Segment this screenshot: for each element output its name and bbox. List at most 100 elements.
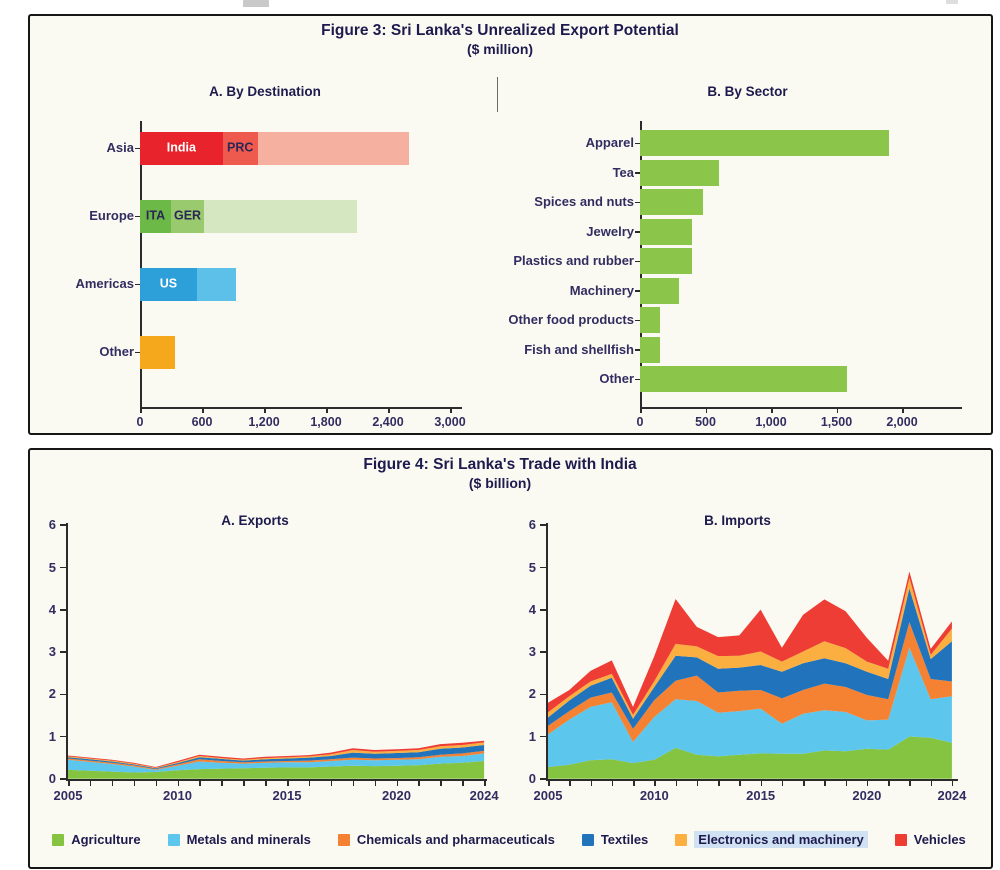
fig4a-x-tick bbox=[89, 780, 92, 786]
fig3b-x-tick bbox=[902, 408, 904, 413]
fig3a-category-label: Europe bbox=[89, 208, 134, 223]
fig4a-x-tick bbox=[352, 780, 355, 786]
bar-segment-rest-of-europe bbox=[204, 199, 357, 233]
fig3a-category-label: Americas bbox=[75, 276, 134, 291]
fig4b-x-tick bbox=[760, 780, 763, 786]
fig3b-cat-tick bbox=[635, 201, 640, 203]
fig4a-y-tick-label: 3 bbox=[48, 644, 56, 660]
cropped-content-fragment bbox=[946, 0, 958, 4]
bar-segment-other bbox=[140, 335, 176, 369]
fig4b-x-tick bbox=[654, 780, 656, 786]
fig4b-x-tick bbox=[866, 780, 869, 786]
fig4b-y-tick bbox=[540, 524, 546, 526]
fig3a-x-tick bbox=[140, 408, 142, 413]
cropped-content-fragment bbox=[243, 0, 269, 7]
fig3a-x-tick bbox=[202, 408, 204, 413]
fig3-panel-b-title: B. By Sector bbox=[707, 84, 788, 99]
fig4a-x-tick bbox=[265, 780, 267, 786]
fig4a-x-tick bbox=[440, 780, 442, 786]
fig3a-x-tick-label: 1,800 bbox=[310, 415, 342, 429]
legend-item-agriculture: Agriculture bbox=[52, 832, 141, 847]
sector-bar-spices-and-nuts bbox=[640, 189, 703, 215]
fig4b-x-tick bbox=[951, 780, 954, 786]
fig4a-y-tick-label: 6 bbox=[48, 517, 56, 533]
fig4b-y-tick-label: 2 bbox=[528, 686, 536, 702]
legend-item-electronics-and-machinery: Electronics and machinery bbox=[675, 831, 868, 848]
fig4a-y-tick bbox=[60, 651, 66, 653]
fig4b-x-tick bbox=[930, 780, 933, 786]
fig4b-y-tick-label: 1 bbox=[528, 728, 536, 744]
fig3b-x-tick bbox=[705, 408, 707, 413]
fig4a-x-tick bbox=[111, 780, 114, 786]
fig3b-category-label: Jewelry bbox=[586, 223, 634, 239]
fig3b-cat-tick bbox=[635, 319, 640, 321]
fig4a-y-tick-label: 5 bbox=[48, 559, 56, 575]
fig3a-category-label: Asia bbox=[106, 140, 134, 155]
bar-segment-label: India bbox=[166, 140, 196, 155]
fig4a-y-tick-label: 2 bbox=[48, 686, 56, 702]
fig4b-y-axis bbox=[546, 523, 548, 781]
fig4-legend: Agriculture Metals and minerals Chemicals … bbox=[40, 831, 978, 848]
legend-swatch-icon bbox=[167, 833, 180, 846]
fig4b-y-tick bbox=[540, 735, 546, 738]
fig3b-x-tick bbox=[640, 408, 642, 413]
fig3-panel-a-title: A. By Destination bbox=[209, 84, 321, 99]
fig3a-category-label: Other bbox=[99, 344, 134, 359]
fig4b-y-tick-label: 5 bbox=[528, 559, 536, 575]
fig4a-x-tick bbox=[418, 780, 420, 786]
area-series-textiles bbox=[68, 745, 485, 770]
fig3b-x-axis bbox=[640, 407, 962, 409]
fig4a-x-tick bbox=[177, 780, 179, 786]
fig4a-x-axis bbox=[66, 779, 487, 781]
sector-bar-other-food-products bbox=[640, 307, 660, 333]
fig3a-cat-tick bbox=[135, 147, 140, 149]
fig3b-x-tick-label: 1,000 bbox=[755, 415, 787, 429]
legend-item-metals-and-minerals: Metals and minerals bbox=[167, 832, 311, 847]
fig4-panel-a-title: A. Exports bbox=[221, 513, 289, 528]
fig4a-x-tick bbox=[199, 780, 201, 786]
fig3a-x-tick bbox=[264, 408, 266, 413]
fig4a-y-tick-label: 0 bbox=[48, 771, 56, 786]
fig3b-cat-tick bbox=[635, 349, 640, 351]
fig4a-x-tick-label: 2024 bbox=[469, 788, 499, 803]
fig4b-x-tick bbox=[803, 780, 805, 786]
bar-segment-label: ITA bbox=[145, 208, 166, 223]
fig4a-area-plot bbox=[68, 740, 485, 779]
fig4b-x-tick bbox=[824, 780, 826, 786]
fig4b-y-tick-label: 6 bbox=[528, 517, 536, 533]
fig4a-x-tick bbox=[133, 780, 136, 786]
fig3b-category-label: Tea bbox=[612, 164, 634, 180]
fig3a-x-tick-label: 600 bbox=[191, 415, 213, 429]
legend-swatch-icon bbox=[675, 833, 688, 846]
fig4b-y-tick-label: 4 bbox=[528, 601, 536, 617]
fig3a-x-axis bbox=[140, 407, 462, 409]
fig3b-category-label: Apparel bbox=[585, 135, 634, 150]
fig4b-y-tick bbox=[540, 778, 546, 780]
area-series-agriculture bbox=[68, 761, 485, 779]
bar-segment-india: India bbox=[140, 131, 223, 165]
fig3b-category-label: Other food products bbox=[508, 312, 634, 327]
area-series-metals-and-minerals bbox=[548, 647, 952, 768]
fig4b-y-tick bbox=[540, 693, 546, 696]
fig4b-y-tick bbox=[540, 566, 546, 569]
legend-item-chemicals-and-pharmaceuticals: Chemicals and pharmaceuticals bbox=[337, 832, 555, 847]
figure4-title: Figure 4: Sri Lanka's Trade with India bbox=[363, 456, 637, 473]
bar-segment-rest-of-asia bbox=[257, 131, 409, 165]
fig3b-cat-tick bbox=[635, 172, 640, 174]
figure3-subtitle: ($ million) bbox=[466, 41, 534, 57]
fig3a-x-tick bbox=[450, 408, 452, 413]
area-series-metals-and-minerals bbox=[68, 753, 485, 773]
fig4a-x-tick bbox=[155, 780, 158, 786]
legend-swatch-icon bbox=[894, 833, 907, 846]
sector-bar-machinery bbox=[640, 277, 680, 304]
fig3b-x-tick-label: 1,500 bbox=[820, 415, 853, 429]
fig3a-cat-tick bbox=[135, 215, 140, 217]
fig4a-y-tick-label: 1 bbox=[48, 728, 56, 744]
sector-bar-apparel bbox=[640, 130, 889, 156]
fig3a-x-tick-label: 3,000 bbox=[434, 415, 466, 429]
bar-segment-label: GER bbox=[173, 208, 202, 223]
fig4b-x-axis bbox=[546, 779, 958, 781]
bar-segment-ita: ITA bbox=[140, 199, 171, 233]
fig4a-y-tick bbox=[60, 566, 66, 569]
fig4-panel-b-title: B. Imports bbox=[704, 513, 771, 528]
